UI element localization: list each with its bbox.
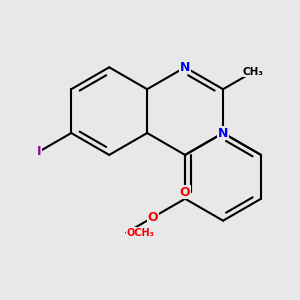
Text: I: I (37, 145, 41, 158)
Text: N: N (218, 127, 228, 140)
Text: CH₃: CH₃ (243, 67, 264, 77)
Text: O: O (180, 186, 190, 199)
Text: O: O (148, 211, 158, 224)
Text: N: N (180, 61, 190, 74)
Text: OCH₃: OCH₃ (126, 228, 154, 238)
